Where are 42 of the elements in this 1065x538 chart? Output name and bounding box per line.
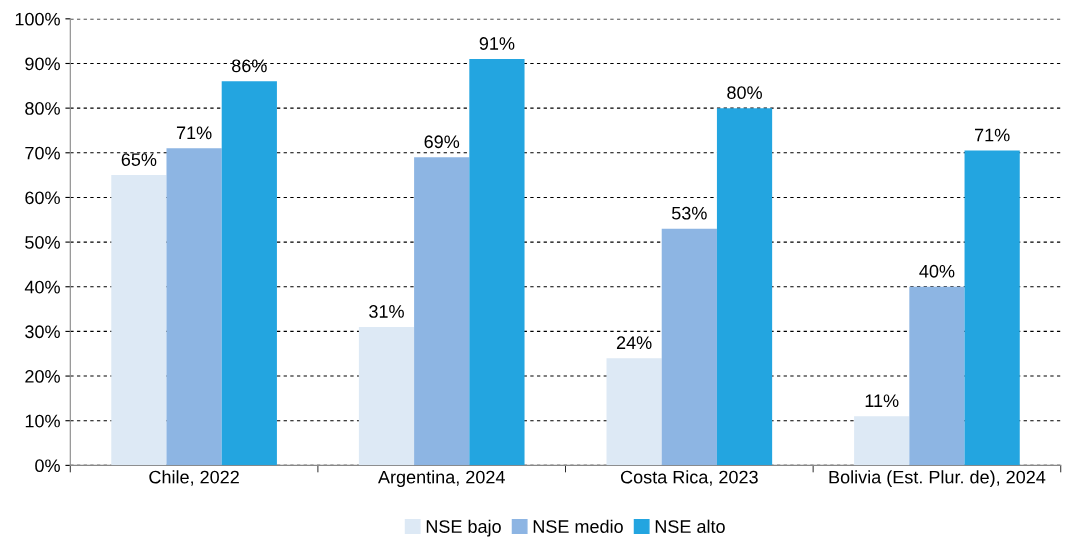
y-tick-label: 60%	[25, 191, 60, 205]
bar	[854, 416, 910, 466]
x-tick-label: Chile, 2022	[149, 470, 239, 486]
data-label: 69%	[424, 135, 460, 149]
y-tick-label: 30%	[25, 325, 60, 339]
legend-label: NSE alto	[655, 519, 725, 533]
data-label: 71%	[176, 126, 212, 140]
y-tick-label: 90%	[25, 57, 60, 71]
bar	[358, 326, 415, 466]
y-tick-label: 50%	[25, 236, 60, 249]
data-label: 31%	[369, 305, 404, 318]
data-label: 11%	[865, 394, 899, 408]
y-tick-label: 80%	[25, 102, 60, 115]
y-tick-label: 40%	[24, 280, 60, 294]
legend-label: NSE medio	[533, 519, 623, 533]
data-label: 53%	[671, 206, 707, 220]
y-tick-label: 10%	[25, 414, 60, 428]
data-label: 80%	[727, 86, 762, 100]
x-tick-label: Bolivia (Est. Plur. de), 2024	[829, 470, 1046, 488]
data-label: 91%	[479, 37, 515, 50]
bar	[661, 228, 717, 466]
bar	[909, 286, 965, 466]
bar	[964, 150, 1020, 466]
bar	[606, 358, 662, 466]
x-tick-label: Costa Rica, 2023	[620, 470, 758, 486]
data-label: 65%	[121, 153, 157, 166]
y-tick-label: 70%	[25, 146, 60, 160]
bar	[414, 157, 470, 466]
data-label: 86%	[232, 59, 267, 73]
data-label: 24%	[616, 336, 652, 350]
bar	[469, 59, 525, 466]
x-tick-label: Argentina, 2024	[378, 470, 505, 488]
y-tick-label: 100%	[15, 12, 60, 26]
bar	[716, 108, 773, 466]
data-label: 71%	[975, 128, 1010, 142]
bar	[111, 175, 167, 466]
data-label: 40%	[919, 264, 955, 278]
bar	[166, 148, 222, 466]
y-tick-label: 20%	[25, 370, 60, 383]
legend-label: NSE bajo	[426, 519, 501, 537]
y-tick-label: 0%	[35, 459, 60, 473]
bar	[221, 81, 277, 466]
